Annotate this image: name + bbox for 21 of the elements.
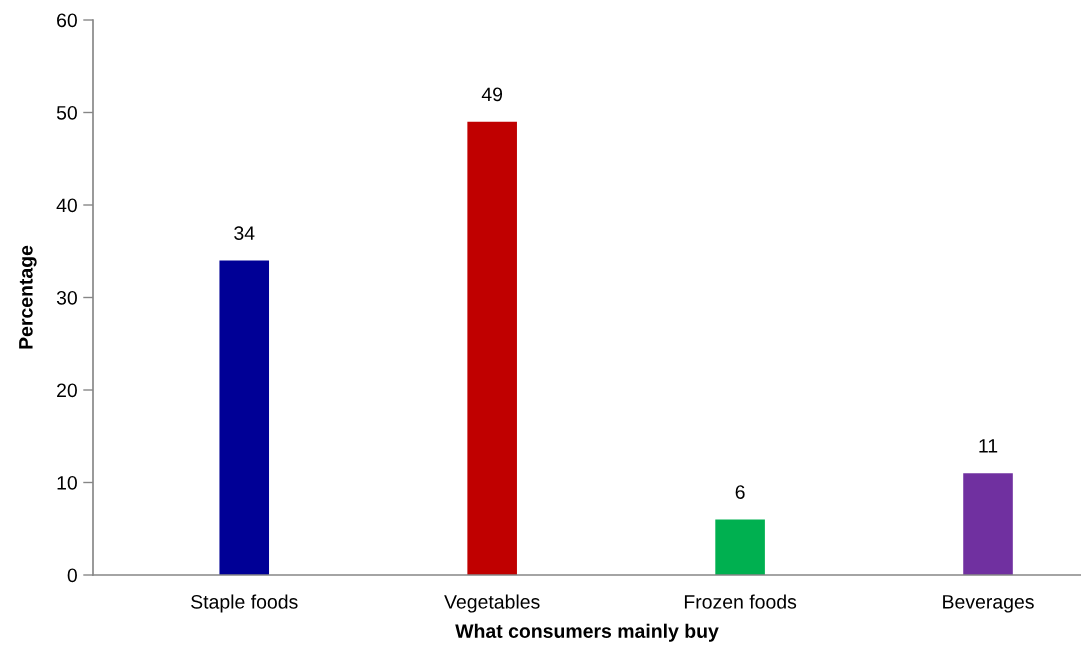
y-tick-label: 10: [57, 475, 77, 490]
x-axis-title: What consumers mainly buy: [455, 623, 719, 642]
bar: [963, 473, 1013, 575]
y-tick-label: 0: [67, 568, 77, 583]
data-label: 34: [234, 226, 255, 240]
bar: [715, 519, 765, 575]
y-tick-label: 60: [57, 13, 77, 28]
y-axis-title: Percentage: [19, 245, 37, 349]
y-tick-label: 50: [56, 105, 77, 120]
x-tick-label: Vegetables: [444, 594, 540, 613]
data-label: 11: [979, 439, 998, 453]
bar: [467, 121, 517, 575]
y-tick-label: 30: [56, 290, 77, 305]
x-tick-label: Beverages: [943, 595, 1034, 613]
y-tick-label: 20: [57, 383, 77, 398]
x-tick-label: Staple foods: [191, 594, 298, 613]
data-label: 6: [735, 485, 745, 499]
x-tick-label: Frozen foods: [684, 594, 797, 609]
bar: [219, 260, 270, 575]
y-tick-label: 40: [56, 198, 77, 213]
data-label: 49: [481, 87, 503, 102]
